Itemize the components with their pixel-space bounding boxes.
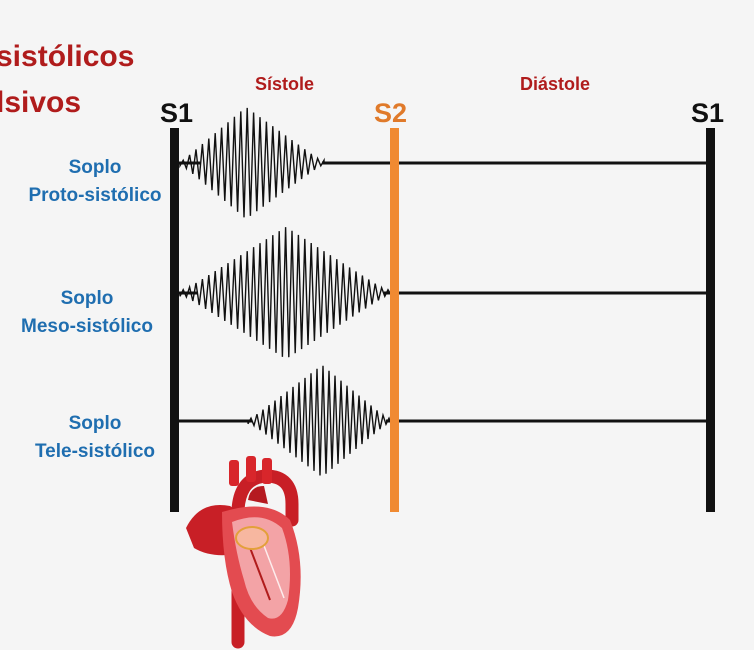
mesosystolic-murmur-wave	[179, 227, 391, 358]
row-3-label: Soplo Tele-sistólico	[22, 410, 168, 466]
s2-marker: S2	[374, 98, 408, 128]
s1-left-line	[170, 128, 179, 512]
row-1-label: Soplo Proto-sistólico	[22, 154, 168, 210]
row-2-label: Soplo Meso-sistólico	[14, 285, 160, 341]
row-2-label-line-1: Soplo	[60, 288, 114, 309]
row-1-label-line-2: Proto-sistólico	[28, 185, 162, 206]
row-3-label-line-2: Tele-sistólico	[34, 441, 155, 462]
row-2-label-line-2: Meso-sistólico	[21, 316, 153, 337]
s1-left-marker: S1	[160, 98, 194, 128]
s1-right-marker: S1	[691, 98, 725, 128]
diastole-label: Diástole	[520, 74, 591, 94]
systole-label: Sístole	[255, 74, 315, 94]
telesystolic-murmur-wave	[247, 365, 391, 476]
row-3-label-line-1: Soplo	[68, 413, 122, 434]
heart-anatomy-icon	[186, 456, 301, 649]
title-line-1: sistólicos	[0, 40, 135, 73]
s2-line	[390, 128, 399, 512]
protosystolic-murmur-wave	[179, 107, 325, 218]
title-line-2: lsivos	[0, 86, 82, 119]
row-1-label-line-1: Soplo	[68, 157, 122, 178]
s1-right-line	[706, 128, 715, 512]
